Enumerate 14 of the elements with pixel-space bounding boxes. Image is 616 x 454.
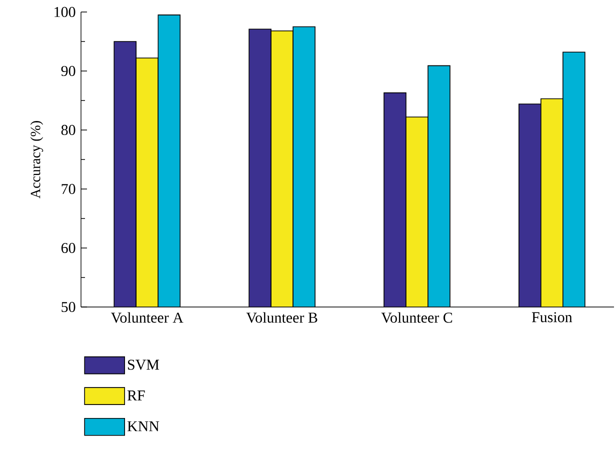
legend-label: SVM — [128, 360, 160, 370]
x-tick-label: Volunteer B — [246, 312, 318, 323]
x-tick-label: Volunteer A — [110, 312, 184, 323]
legend-label: KNN — [127, 421, 160, 432]
y-tick-label: 70 — [62, 184, 76, 194]
y-tick-label: 100 — [54, 6, 76, 18]
x-tick-label: Fusion — [532, 312, 572, 322]
legend-label: RF — [127, 390, 145, 400]
y-tick-label: 80 — [61, 124, 76, 136]
y-tick-label: 50 — [62, 302, 76, 312]
y-tick-label: 60 — [61, 242, 76, 254]
y-tick-label: 90 — [61, 66, 76, 76]
x-tick-label: Volunteer C — [381, 312, 452, 323]
y-axis-title: Accuracy (%) — [30, 121, 44, 198]
